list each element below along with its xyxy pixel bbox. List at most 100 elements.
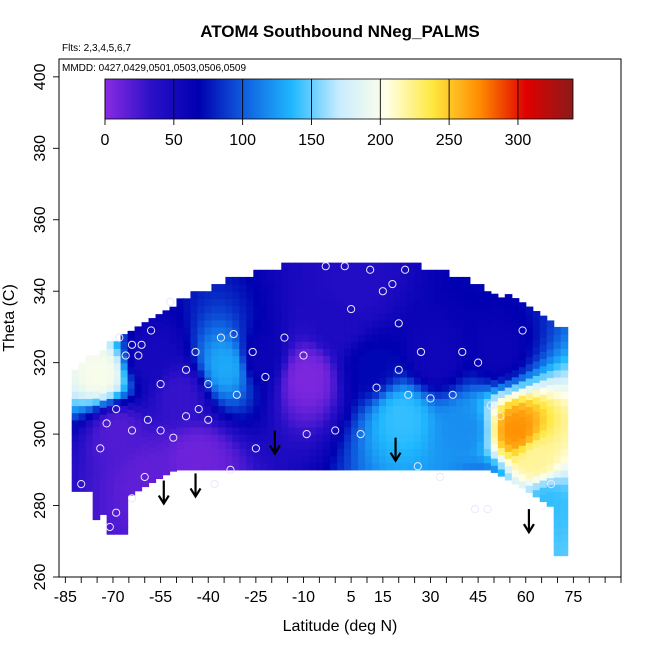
heatmap-cell (120, 469, 129, 478)
heatmap-cell (225, 441, 233, 449)
heatmap-cell (106, 384, 115, 392)
heatmap-cell (120, 462, 129, 471)
heatmap-cell (302, 334, 310, 342)
heatmap-cell (455, 305, 464, 314)
heatmap-cell (539, 351, 548, 360)
heatmap-cell (504, 472, 513, 481)
heatmap-cell (546, 491, 555, 500)
heatmap-cell (218, 369, 226, 378)
heatmap-cell (323, 341, 331, 349)
heatmap-cell (267, 376, 275, 385)
heatmap-cell (274, 441, 282, 449)
heatmap-cell (358, 398, 366, 407)
heatmap-cell (134, 455, 143, 463)
heatmap-cell (546, 377, 555, 386)
heatmap-cell (518, 402, 527, 411)
heatmap-cell (400, 448, 408, 457)
heatmap-cell (309, 398, 317, 407)
heatmap-cell (525, 420, 534, 429)
heatmap-cell (476, 398, 485, 407)
heatmap-cell (413, 312, 422, 321)
heatmap-cell (448, 391, 457, 399)
heatmap-cell (190, 426, 199, 435)
heatmap-cell (393, 334, 401, 342)
heatmap-cell (85, 412, 94, 421)
heatmap-cell (309, 291, 317, 299)
heatmap-cell (92, 469, 101, 478)
heatmap-cell (539, 365, 548, 374)
heatmap-cell (358, 298, 366, 307)
heatmap-cell (476, 455, 485, 464)
heatmap-cell (497, 418, 506, 427)
heatmap-cell (78, 455, 87, 464)
heatmap-cell (260, 384, 268, 392)
heatmap-cell (316, 298, 324, 307)
heatmap-cell (148, 410, 157, 419)
heatmap-cell (267, 298, 275, 307)
heatmap-cell (455, 419, 464, 428)
heatmap-cell (448, 419, 457, 428)
heatmap-cell (427, 448, 436, 457)
heatmap-cell (448, 305, 457, 314)
heatmap-cell (532, 468, 541, 476)
heatmap-cell (407, 269, 415, 278)
heatmap-cell (434, 362, 443, 371)
heatmap-cell (141, 357, 150, 366)
heatmap-cell (239, 462, 247, 471)
data-point (115, 333, 124, 342)
heatmap-cell (393, 462, 401, 471)
heatmap-cell (483, 319, 492, 328)
heatmap-cell (169, 399, 178, 408)
heatmap-cell (546, 320, 555, 329)
data-point (169, 433, 178, 442)
heatmap-cell (211, 312, 219, 321)
heatmap-cell (337, 434, 345, 442)
heatmap-cell (490, 315, 499, 323)
heatmap-cell (225, 426, 233, 435)
heatmap-cell (497, 461, 506, 470)
heatmap-cell (309, 276, 317, 285)
heatmap-cell (372, 276, 380, 285)
heatmap-cell (155, 378, 164, 387)
heatmap-cell (190, 348, 199, 357)
y-tick-label: 380 (32, 135, 49, 162)
y-tick-label: 260 (32, 564, 49, 591)
heatmap-cell (239, 441, 247, 449)
heatmap-cell (78, 448, 87, 457)
heatmap-cell (434, 405, 443, 414)
heatmap-cell (106, 448, 115, 457)
heatmap-cell (106, 362, 115, 371)
heatmap-cell (483, 312, 492, 321)
heatmap-cell (106, 348, 115, 357)
heatmap-cell (518, 473, 527, 482)
heatmap-cell (281, 312, 289, 321)
heatmap-cell (169, 385, 178, 394)
heatmap-cell (413, 262, 422, 271)
heatmap-cell (490, 393, 499, 402)
heatmap-cell (239, 312, 247, 321)
heatmap-cell (267, 312, 275, 321)
colorbar-tick-label: 200 (367, 132, 394, 149)
heatmap-cell (295, 298, 303, 307)
heatmap-cell (560, 519, 569, 528)
heatmap-cell (351, 412, 359, 421)
heatmap-cell (106, 341, 115, 349)
heatmap-cell (400, 284, 408, 292)
heatmap-cell (120, 505, 129, 514)
heatmap-cell (462, 334, 471, 342)
heatmap-cell (302, 398, 310, 407)
heatmap-cell (525, 370, 534, 379)
heatmap-cell (204, 426, 213, 435)
heatmap-cell (393, 441, 401, 449)
heatmap-field (71, 262, 569, 557)
heatmap-cell (455, 284, 464, 292)
heatmap-cell (407, 434, 415, 442)
heatmap-cell (469, 448, 478, 457)
heatmap-cell (497, 468, 506, 477)
heatmap-cell (344, 284, 352, 292)
heatmap-cell (448, 334, 457, 342)
heatmap-cell (127, 373, 136, 382)
heatmap-cell (539, 322, 548, 331)
heatmap-cell (106, 484, 115, 492)
